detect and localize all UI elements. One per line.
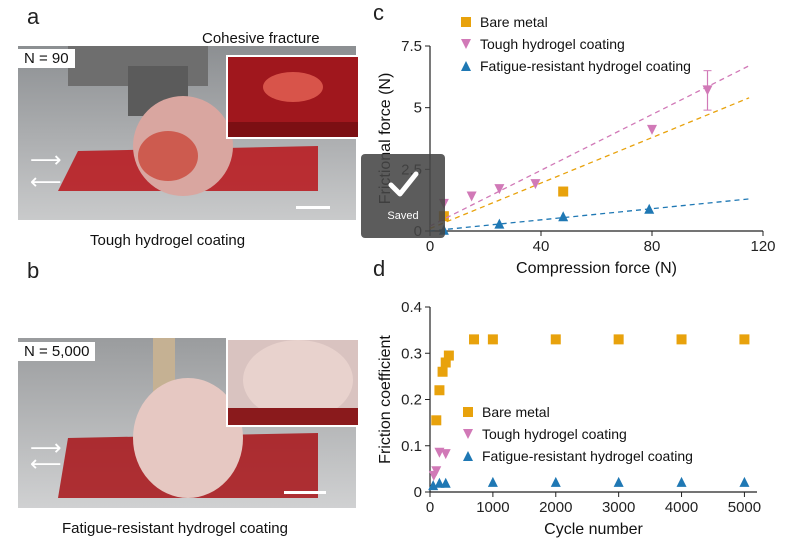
panel-letter-a: a	[27, 4, 40, 29]
fit-line	[429, 65, 750, 227]
inset-cohesive-fracture-drawing	[228, 57, 358, 137]
legend-entry: Tough hydrogel coating	[480, 36, 625, 52]
fit-line	[429, 198, 750, 232]
data-point	[487, 476, 498, 487]
data-point	[530, 179, 541, 190]
data-point	[702, 85, 713, 96]
data-point	[494, 184, 505, 195]
inset-fatigue-contact-drawing	[228, 340, 358, 425]
data-point	[676, 334, 687, 345]
data-point	[647, 124, 657, 135]
scale-bar	[284, 491, 326, 494]
panel-letter-b: b	[27, 258, 40, 283]
x-tick-label: 120	[750, 238, 775, 255]
data-point	[443, 350, 454, 361]
arrow-right-icon: ⟶	[30, 436, 62, 461]
cycle-count-label: N = 5,000	[18, 342, 96, 361]
panel-letter-d: d	[373, 256, 386, 281]
saved-toast: Saved	[361, 154, 445, 238]
legend-marker	[461, 61, 471, 71]
inset-fatigue-contact	[226, 338, 360, 427]
data-point	[739, 334, 750, 345]
y-axis-label: Friction coefficient	[377, 335, 394, 464]
chart-d-friction-coefficient: 0 1000 2000 3000 4000 5000 0 0.1 0.2 0.3 0.4 Cycle …	[377, 299, 761, 538]
legend-entry: Fatigue-resistant hydrogel coating	[480, 58, 691, 74]
data-point	[469, 334, 480, 345]
y-tick-label: 0	[414, 484, 422, 501]
x-tick-label: 0	[426, 238, 434, 255]
x-tick-label: 1000	[476, 499, 509, 516]
saved-label: Saved	[387, 210, 419, 222]
y-tick-label: 0.3	[401, 345, 422, 362]
scale-bar	[296, 206, 330, 209]
data-point	[676, 476, 687, 487]
legend-entry: Tough hydrogel coating	[482, 426, 627, 442]
data-point	[550, 476, 561, 487]
data-point	[434, 385, 445, 396]
data-point	[558, 186, 569, 197]
x-tick-label: 4000	[665, 499, 698, 516]
x-tick-label: 0	[426, 499, 434, 516]
caption-b: Fatigue-resistant hydrogel coating	[62, 520, 288, 537]
x-tick-label: 5000	[728, 499, 761, 516]
data-point	[440, 449, 451, 460]
data-point	[644, 203, 655, 214]
inset-title: Cohesive fracture	[202, 30, 320, 47]
data-point	[437, 366, 448, 377]
inset-cohesive-fracture	[226, 55, 360, 139]
x-axis-label: Compression force (N)	[516, 260, 677, 277]
cycle-count-label: N = 90	[18, 49, 75, 68]
data-point	[440, 357, 451, 368]
legend-marker	[463, 407, 473, 417]
legend-entry: Bare metal	[482, 404, 550, 420]
x-axis-label: Cycle number	[544, 521, 643, 538]
panel-letter-c: c	[373, 0, 384, 25]
data-point	[487, 334, 498, 345]
data-point	[739, 476, 750, 487]
data-point	[613, 476, 624, 487]
data-point	[434, 477, 445, 488]
y-tick-label: 0.1	[401, 438, 422, 455]
data-point	[440, 477, 451, 488]
data-point	[494, 218, 505, 229]
x-tick-label: 40	[533, 238, 550, 255]
data-point	[558, 211, 569, 222]
checkmark-icon	[388, 171, 419, 197]
data-point	[550, 334, 561, 345]
legend-marker	[463, 429, 473, 439]
data-point	[466, 191, 477, 202]
legend-marker	[461, 39, 471, 49]
caption-a: Tough hydrogel coating	[90, 232, 246, 249]
y-tick-label: 7.5	[401, 38, 422, 55]
y-tick-label: 0.2	[401, 392, 422, 409]
fit-line	[429, 97, 750, 230]
data-point	[431, 415, 442, 426]
legend-entry: Bare metal	[480, 14, 548, 30]
x-tick-label: 2000	[539, 499, 572, 516]
y-tick-label: 5	[414, 100, 422, 117]
y-tick-label: 0.4	[401, 299, 422, 316]
arrow-left-icon: ⟵	[30, 452, 62, 477]
data-point	[431, 466, 442, 477]
legend-marker	[463, 451, 473, 461]
x-tick-label: 80	[644, 238, 661, 255]
arrow-right-icon: ⟶	[30, 148, 62, 173]
x-tick-label: 3000	[602, 499, 635, 516]
data-point	[613, 334, 624, 345]
arrow-left-icon: ⟵	[30, 170, 62, 195]
legend-marker	[461, 17, 471, 27]
legend-entry: Fatigue-resistant hydrogel coating	[482, 448, 693, 464]
